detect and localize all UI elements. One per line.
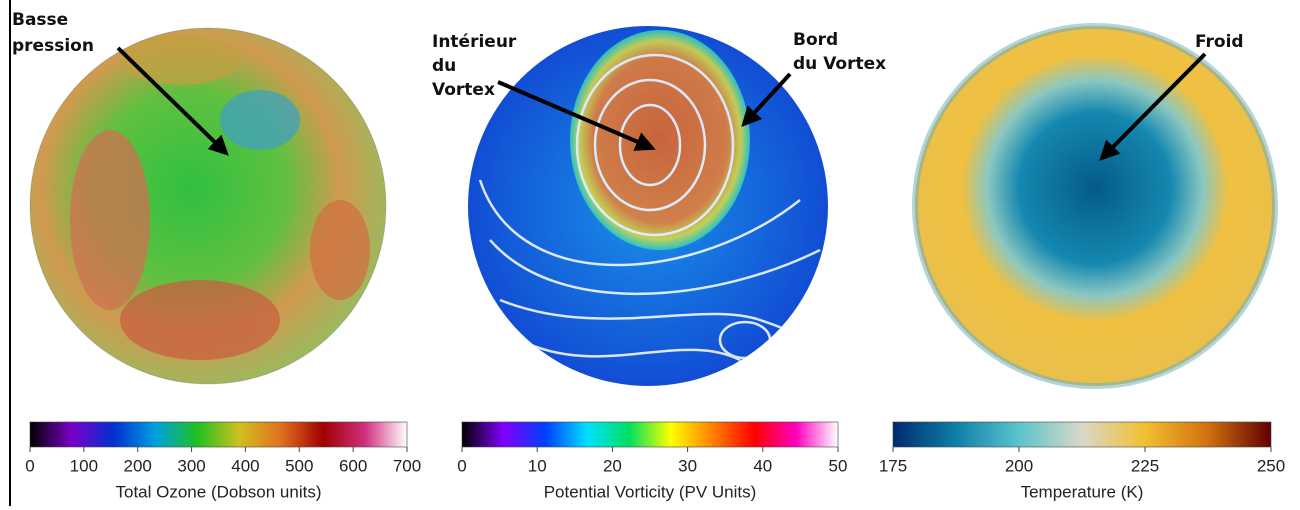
tick-label: 700	[393, 456, 421, 475]
colorbar-label: Temperature (K)	[1021, 482, 1144, 501]
tick-label: 200	[1005, 456, 1033, 475]
globe-temperature	[915, 26, 1275, 386]
tick-label: 10	[528, 456, 547, 475]
figure: Bassepression IntérieurduVortex Borddu V…	[0, 0, 1300, 506]
tick-label: 225	[1131, 456, 1159, 475]
colorbar	[893, 422, 1271, 447]
tick-label: 0	[457, 456, 466, 475]
globe-ozone	[30, 28, 386, 384]
tick-label: 300	[177, 456, 205, 475]
tick-label: 20	[603, 456, 622, 475]
colorbar-label: Total Ozone (Dobson units)	[116, 482, 322, 501]
tick-label: 400	[231, 456, 259, 475]
tick-label: 30	[678, 456, 697, 475]
globe-vorticity	[468, 26, 828, 386]
tick-label: 500	[285, 456, 313, 475]
colorbar-label: Potential Vorticity (PV Units)	[544, 482, 757, 501]
tick-label: 250	[1257, 456, 1285, 475]
tick-label: 200	[124, 456, 152, 475]
tick-label: 600	[339, 456, 367, 475]
tick-label: 50	[829, 456, 848, 475]
colorbar	[30, 422, 407, 447]
colorbar	[462, 422, 838, 447]
tick-label: 0	[25, 456, 34, 475]
tick-label: 100	[70, 456, 98, 475]
tick-label: 175	[879, 456, 907, 475]
annotation: Froid	[1195, 32, 1244, 52]
tick-label: 40	[753, 456, 772, 475]
